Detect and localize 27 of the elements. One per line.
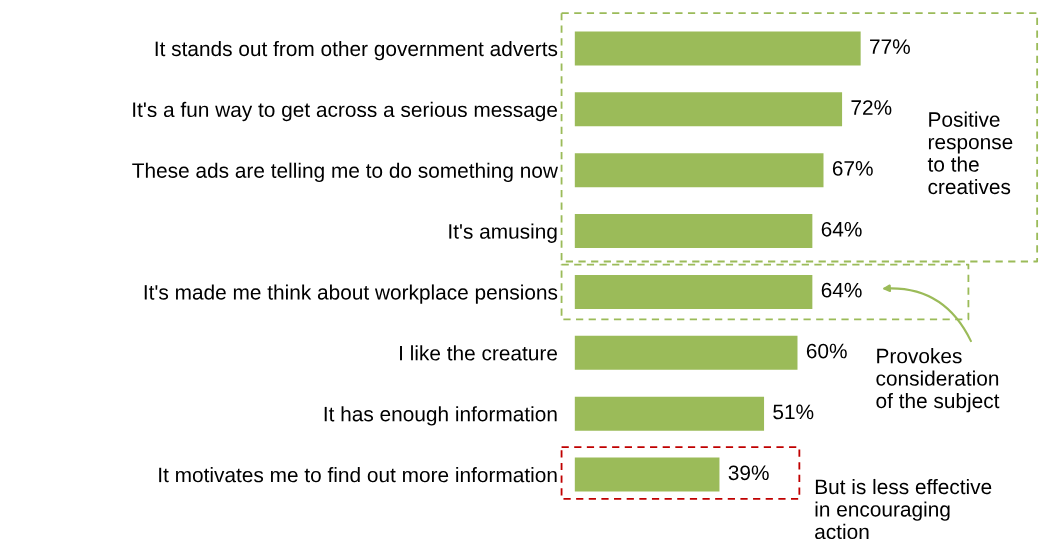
y-tick-label: It's amusing [449,223,557,243]
y-tick-label: It motivates me to find out more information [159,467,557,483]
bar [574,92,843,127]
data-label: 72% [851,100,892,115]
y-tick-label: It's made me think about workplace pensions [144,284,558,304]
data-label: 77% [870,39,910,54]
annotation: But is less effective in encouraging action [815,478,992,540]
bar [574,335,798,370]
bar [574,153,824,188]
data-label: 60% [806,343,847,359]
bar [574,396,765,431]
data-label: 64% [821,221,862,237]
data-label: 64% [821,282,862,298]
text: Provokes consideration of the subject [876,348,1000,413]
y-tick-label: It has enough information [324,406,557,426]
y-tick-label: It stands out from other government adverts [155,40,558,61]
y-tick-label: It's a fun way to get across a serious message [133,101,557,122]
data-label: 67% [832,161,873,176]
data-label: 39% [728,465,769,481]
bar [574,274,813,309]
y-tick-label: I like the creature [400,345,557,361]
bar [574,457,720,492]
bar [574,31,861,66]
text: Positive response to the creatives [927,111,1013,195]
data-label: 51% [773,404,814,420]
y-tick-label: These ads are telling me to do something now [132,162,558,183]
bar [574,214,813,249]
